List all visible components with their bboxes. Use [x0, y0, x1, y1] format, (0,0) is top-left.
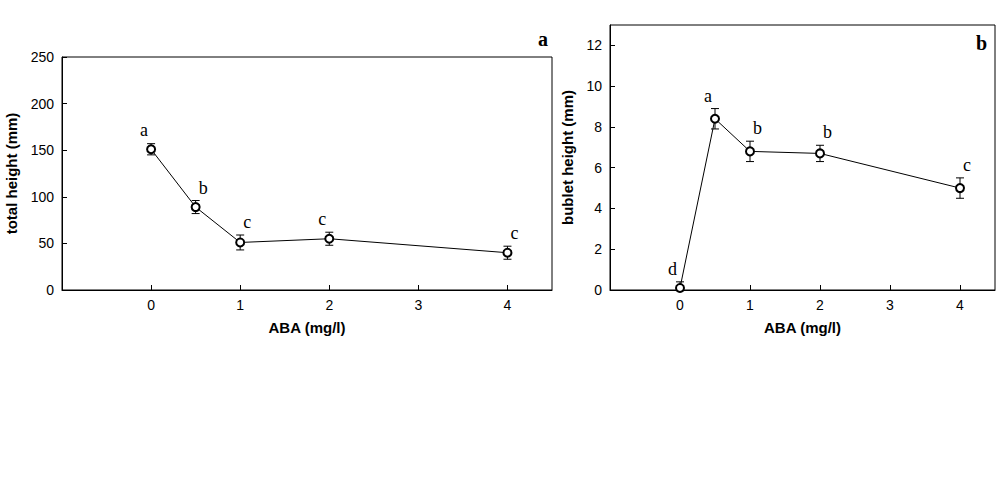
svg-text:12: 12: [586, 37, 602, 53]
svg-text:100: 100: [31, 189, 55, 205]
svg-text:ABA (mg/l): ABA (mg/l): [764, 319, 841, 336]
svg-text:a: a: [538, 28, 548, 50]
svg-text:bublet height (mm): bublet height (mm): [559, 90, 576, 225]
svg-text:6: 6: [594, 160, 602, 176]
svg-text:2: 2: [594, 241, 602, 257]
svg-text:b: b: [976, 32, 987, 54]
svg-text:b: b: [823, 122, 832, 142]
svg-text:total height (mm): total height (mm): [3, 113, 20, 235]
svg-text:0: 0: [594, 282, 602, 298]
svg-text:1: 1: [746, 297, 754, 313]
svg-text:a: a: [704, 86, 712, 106]
svg-text:b: b: [199, 178, 208, 198]
svg-text:a: a: [140, 120, 148, 140]
svg-text:ABA (mg/l): ABA (mg/l): [269, 319, 346, 336]
svg-text:b: b: [753, 118, 762, 138]
svg-text:0: 0: [676, 297, 684, 313]
svg-text:0: 0: [46, 282, 54, 298]
svg-text:4: 4: [504, 297, 512, 313]
svg-text:8: 8: [594, 119, 602, 135]
svg-text:50: 50: [38, 235, 54, 251]
svg-text:250: 250: [31, 49, 55, 65]
svg-text:2: 2: [816, 297, 824, 313]
svg-text:3: 3: [414, 297, 422, 313]
svg-text:c: c: [243, 212, 251, 232]
svg-text:c: c: [510, 223, 518, 243]
svg-text:4: 4: [956, 297, 964, 313]
svg-text:3: 3: [886, 297, 894, 313]
svg-text:c: c: [318, 209, 326, 229]
svg-text:2: 2: [325, 297, 333, 313]
svg-text:c: c: [963, 155, 971, 175]
svg-text:150: 150: [31, 142, 55, 158]
svg-text:10: 10: [586, 78, 602, 94]
svg-text:1: 1: [236, 297, 244, 313]
svg-text:4: 4: [594, 200, 602, 216]
svg-text:200: 200: [31, 96, 55, 112]
svg-text:0: 0: [147, 297, 155, 313]
svg-text:d: d: [668, 259, 677, 279]
